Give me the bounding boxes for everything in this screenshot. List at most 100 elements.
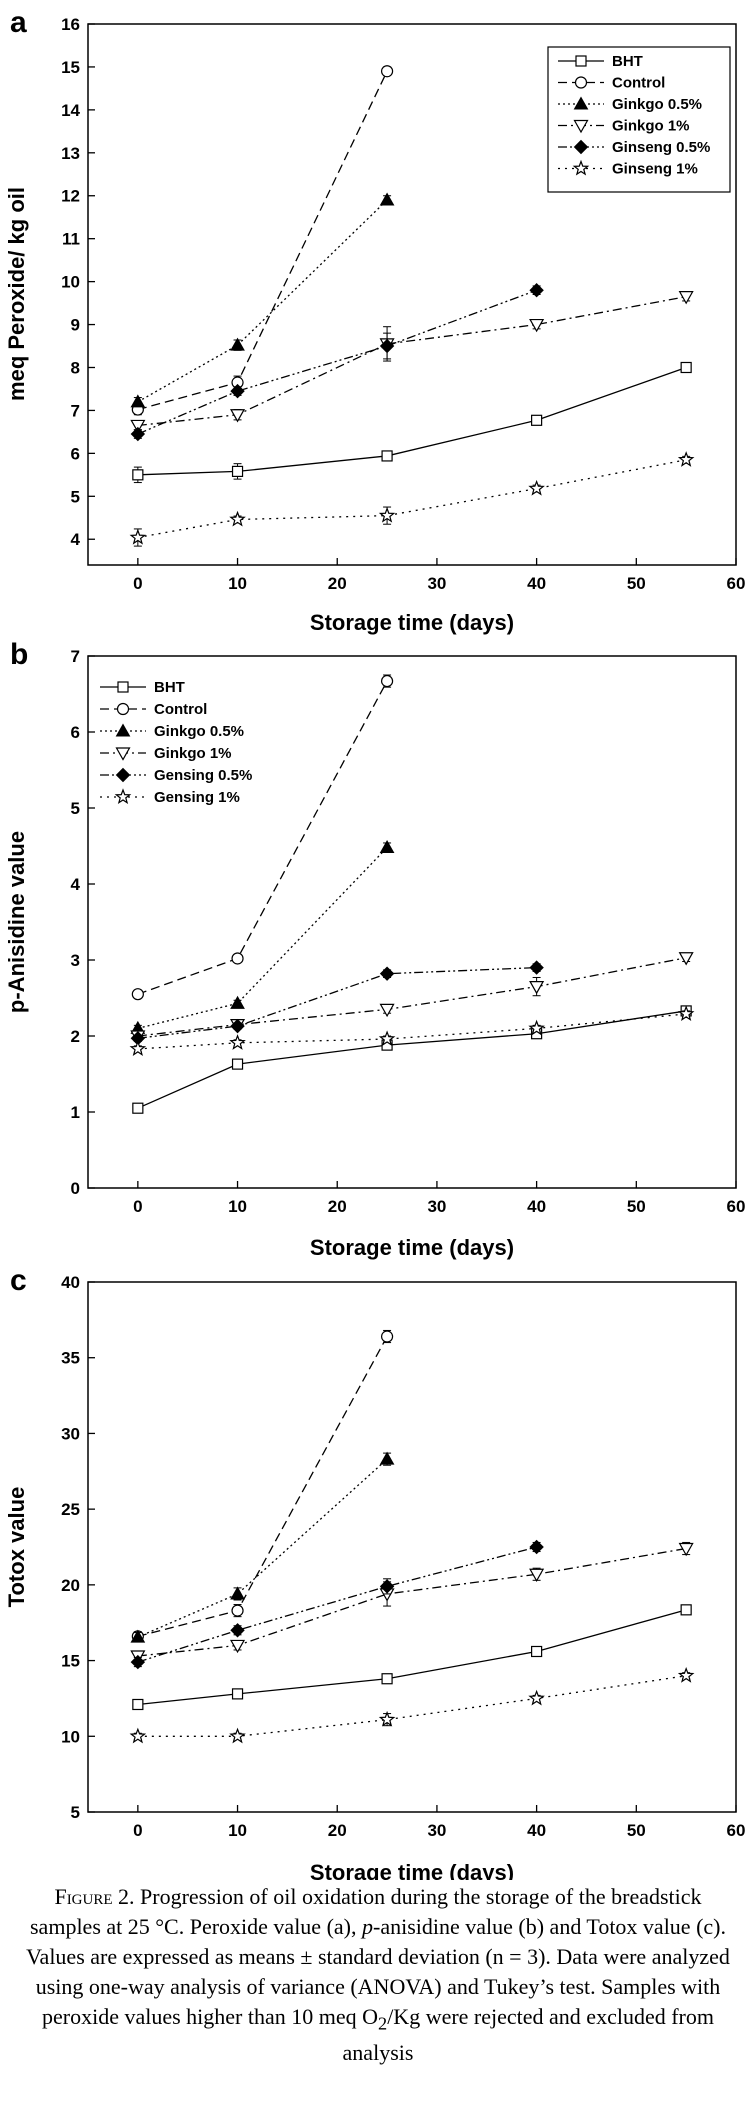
y-tick-label: 5 xyxy=(71,1803,80,1822)
data-point xyxy=(130,394,146,408)
series-line xyxy=(137,1336,388,1637)
data-point xyxy=(129,528,147,545)
chart-panel-b: 0 10 20 30 40 50 60 0 1 2 3 4 5 6 7 Storage time (days)… xyxy=(4,638,745,1260)
y-tick-label: 10 xyxy=(61,273,80,292)
data-point xyxy=(378,1710,396,1727)
legend-label: Ginseng 1% xyxy=(612,161,698,178)
data-point xyxy=(379,1579,395,1594)
legend-label: Gensing 1% xyxy=(154,789,240,806)
series-line xyxy=(137,70,388,411)
data-point xyxy=(229,1727,246,1744)
data-point xyxy=(379,1451,395,1465)
series-line xyxy=(137,1458,388,1638)
data-point xyxy=(677,1666,695,1683)
data-point xyxy=(379,338,395,354)
data-point xyxy=(379,192,395,206)
data-point xyxy=(381,1673,393,1685)
x-tick-label: 30 xyxy=(427,574,446,593)
figure: 0 10 20 30 40 50 6045678910111213141516Storage… xyxy=(4,6,745,1880)
x-tick-label: 50 xyxy=(627,574,646,593)
data-point xyxy=(230,1623,245,1638)
series-line xyxy=(137,1546,537,1663)
panel-label: b xyxy=(10,638,28,671)
x-axis-label: Storage time (days) xyxy=(310,610,514,635)
data-point xyxy=(677,1005,695,1022)
x-tick-label: 60 xyxy=(727,1197,746,1216)
series-4 xyxy=(130,282,544,442)
y-tick-label: 10 xyxy=(61,1727,80,1746)
caption-italic-term: p xyxy=(362,1914,373,1939)
data-point xyxy=(229,1034,246,1050)
data-point xyxy=(380,1330,394,1343)
data-point xyxy=(130,426,146,442)
data-point xyxy=(130,1654,146,1670)
data-point xyxy=(529,318,545,333)
y-tick-label: 11 xyxy=(62,230,80,249)
data-point xyxy=(130,419,146,434)
y-tick-label: 7 xyxy=(71,401,80,420)
x-tick-label: 20 xyxy=(328,574,347,593)
series-5 xyxy=(129,1005,695,1056)
series-3 xyxy=(130,1541,694,1664)
series-5 xyxy=(129,1666,695,1744)
series-line xyxy=(137,957,687,1037)
y-tick-label: 3 xyxy=(71,951,80,970)
data-point xyxy=(528,1689,545,1706)
y-tick-label: 25 xyxy=(61,1500,80,1519)
caption-text-2: -anisidine value (b) and Totox value (c)… xyxy=(26,1914,730,2029)
y-tick-label: 7 xyxy=(71,647,80,666)
x-tick-label: 40 xyxy=(527,574,546,593)
series-line xyxy=(137,1547,687,1657)
data-point xyxy=(231,1604,244,1617)
y-tick-label: 4 xyxy=(71,530,81,549)
plot-frame xyxy=(87,1281,737,1813)
data-point xyxy=(677,451,695,467)
data-point xyxy=(231,952,244,965)
y-tick-label: 15 xyxy=(61,58,80,77)
y-tick-label: 12 xyxy=(61,187,80,206)
y-tick-label: 0 xyxy=(71,1179,80,1198)
series-0 xyxy=(132,361,692,484)
legend-marker xyxy=(573,119,589,134)
series-line xyxy=(137,366,687,476)
legend-marker xyxy=(116,702,130,716)
data-point xyxy=(231,1058,244,1070)
plot-frame xyxy=(87,655,737,1189)
x-tick-label: 0 xyxy=(133,574,142,593)
data-point xyxy=(678,291,694,305)
data-point xyxy=(379,1003,395,1018)
series-line xyxy=(137,966,537,1039)
series-4 xyxy=(130,1539,544,1670)
legend-marker xyxy=(115,767,131,783)
y-tick-label: 5 xyxy=(71,487,80,506)
x-tick-label: 20 xyxy=(328,1197,347,1216)
series-5 xyxy=(129,451,695,547)
y-tick-label: 13 xyxy=(61,144,80,163)
data-point xyxy=(230,1586,245,1600)
series-1 xyxy=(131,65,394,416)
chart-panel-c: 0 10 20 30 40 50 60 5 10 15 20 25 30 35 40 Storage time… xyxy=(4,1264,745,1880)
x-tick-label: 60 xyxy=(727,1821,746,1840)
data-point xyxy=(230,409,246,423)
caption-text-1: Progression of oil oxidation during the … xyxy=(30,1884,702,1939)
y-axis-label: Totox value xyxy=(4,1487,29,1608)
x-tick-label: 0 xyxy=(133,1821,142,1840)
data-point xyxy=(379,840,395,854)
series-line xyxy=(137,1010,687,1109)
legend-label: Ginkgo 1% xyxy=(612,118,690,135)
caption-figure-label: Figure 2. xyxy=(54,1884,135,1909)
legend: BHT Control Ginkgo 0.5% Ginkgo 1% Gensing 0.… xyxy=(100,679,252,806)
legend-marker xyxy=(115,723,131,737)
data-point xyxy=(381,450,393,462)
y-axis-label: meq Peroxide/ kg oil xyxy=(4,187,29,401)
series-0 xyxy=(132,1604,692,1711)
data-point xyxy=(132,1102,144,1114)
series-line xyxy=(137,1013,687,1050)
y-axis-label: p-Anisidine value xyxy=(4,831,29,1013)
x-axis-label: Storage time (days) xyxy=(310,1860,514,1880)
data-point xyxy=(230,383,245,399)
chart-panel-a: 0 10 20 30 40 50 60 4 5 6 7 8 9 10 11 12 13 14 15 16 Storage… xyxy=(4,6,745,635)
data-point xyxy=(131,988,144,1001)
legend-label: Control xyxy=(154,701,207,718)
y-tick-label: 16 xyxy=(61,15,80,34)
